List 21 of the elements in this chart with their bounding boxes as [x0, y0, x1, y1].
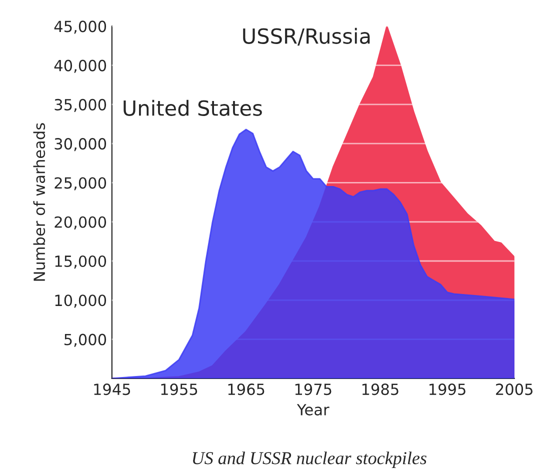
y-axis-title: Number of warheads: [33, 123, 46, 281]
series-label: USSR/Russia: [243, 28, 370, 46]
y-tick-label: 5,000: [64, 334, 106, 347]
x-tick-label: 2005: [496, 384, 532, 396]
x-tick-label: 1955: [161, 384, 198, 396]
x-tick-label: 1945: [94, 384, 130, 396]
x-axis-title: Year: [296, 404, 330, 416]
x-tick-label: 1995: [430, 384, 466, 396]
x-tick-label: 1965: [228, 384, 264, 396]
x-tick-label: 1975: [295, 384, 332, 396]
y-tick-label: 20,000: [54, 216, 106, 230]
text: US and USSR nuclear stockpiles: [192, 452, 426, 468]
y-tick-label: 40,000: [54, 60, 106, 73]
y-tick-label: 45,000: [54, 20, 106, 34]
x-tick-label: 1985: [362, 384, 398, 396]
y-tick-label: 15,000: [55, 255, 106, 269]
series-label: United States: [124, 100, 262, 116]
y-tick-label: 10,000: [55, 294, 106, 308]
y-tick-label: 35,000: [54, 98, 106, 112]
y-tick-label: 30,000: [54, 138, 106, 152]
y-tick-label: 25,000: [54, 177, 106, 190]
